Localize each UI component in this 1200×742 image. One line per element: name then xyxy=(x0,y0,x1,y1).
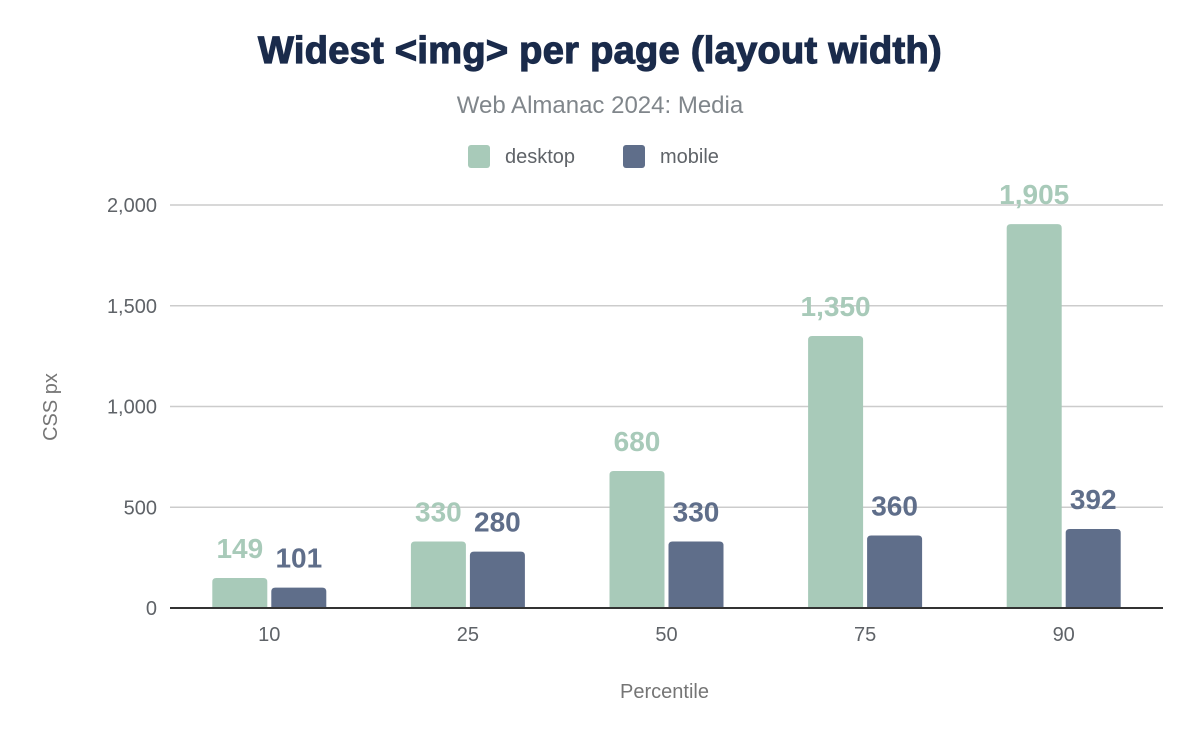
y-axis-title: CSS px xyxy=(40,373,62,441)
bar-desktop-10 xyxy=(212,577,268,608)
data-label-desktop-25: 330 xyxy=(415,497,462,528)
y-tick-label: 500 xyxy=(124,497,157,519)
data-label-mobile-10: 101 xyxy=(275,543,322,574)
x-axis-title: Percentile xyxy=(620,681,709,703)
data-label-desktop-10: 149 xyxy=(216,533,263,564)
data-label-mobile-25: 280 xyxy=(474,507,521,538)
legend-swatch-mobile xyxy=(623,145,645,168)
x-tick-label: 90 xyxy=(1053,624,1075,646)
legend-swatch-desktop xyxy=(468,145,490,168)
x-tick-label: 10 xyxy=(258,624,280,646)
bar-desktop-25 xyxy=(410,541,466,608)
chart-subtitle: Web Almanac 2024: Media xyxy=(456,92,744,119)
y-tick-label: 1,500 xyxy=(107,296,157,318)
bar-desktop-90 xyxy=(1006,224,1062,608)
bar-mobile-10 xyxy=(271,587,327,608)
data-label-mobile-50: 330 xyxy=(673,497,720,528)
data-label-mobile-75: 360 xyxy=(871,490,918,521)
y-tick-label: 2,000 xyxy=(107,195,157,217)
chart-title: Widest <img> per page (layout width) xyxy=(257,29,942,72)
y-tick-label: 1,000 xyxy=(107,397,157,419)
x-tick-label: 75 xyxy=(854,624,876,646)
bar-mobile-75 xyxy=(867,535,923,608)
bar-mobile-25 xyxy=(469,551,525,608)
bar-desktop-50 xyxy=(609,470,665,608)
bar-mobile-50 xyxy=(668,541,724,608)
legend-label-desktop: desktop xyxy=(505,146,575,168)
bar-desktop-75 xyxy=(808,335,864,608)
data-label-desktop-50: 680 xyxy=(614,426,661,457)
bar-mobile-90 xyxy=(1065,529,1121,608)
data-label-desktop-90: 1,905 xyxy=(999,179,1069,210)
data-label-mobile-90: 392 xyxy=(1070,484,1117,515)
y-tick-label: 0 xyxy=(146,598,157,620)
legend-label-mobile: mobile xyxy=(660,146,719,168)
x-tick-label: 25 xyxy=(457,624,479,646)
data-label-desktop-75: 1,350 xyxy=(801,291,871,322)
x-tick-label: 50 xyxy=(655,624,677,646)
